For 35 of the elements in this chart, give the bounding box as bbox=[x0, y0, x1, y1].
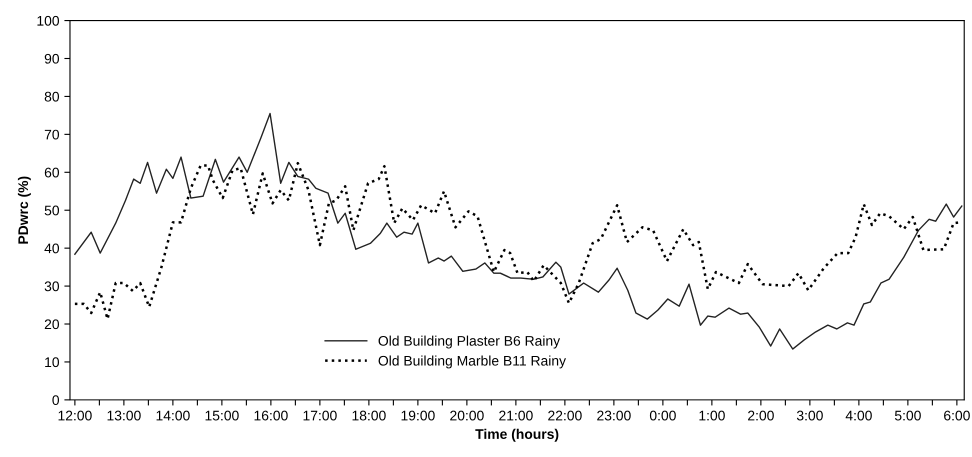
x-tick-label: 4:00 bbox=[846, 410, 872, 420]
y-tick-label: 10 bbox=[45, 357, 60, 368]
x-tick-label: 19:00 bbox=[402, 410, 435, 420]
x-tick-label: 13:00 bbox=[108, 410, 141, 420]
x-tick-label: 12:00 bbox=[58, 410, 92, 420]
legend-label: Old Building Plaster B6 Rainy bbox=[378, 336, 560, 349]
x-tick-label: 2:00 bbox=[748, 410, 774, 420]
line-series bbox=[74, 112, 962, 350]
x-tick-label: 18:00 bbox=[352, 410, 386, 420]
y-tick-label: 40 bbox=[44, 243, 60, 254]
y-tick-label: 50 bbox=[44, 206, 60, 216]
y-tick-label: 80 bbox=[44, 92, 60, 102]
x-tick-label: 6:00 bbox=[944, 410, 970, 420]
x-tick-label: 23:00 bbox=[597, 410, 631, 420]
y-tick-label: 70 bbox=[44, 130, 60, 140]
x-tick-label: 14:00 bbox=[156, 410, 190, 420]
y-tick-label: 90 bbox=[44, 54, 60, 64]
y-tick-label: 100 bbox=[37, 16, 60, 26]
x-tick-label: 20:00 bbox=[450, 410, 484, 420]
x-tick-label: 16:00 bbox=[254, 410, 288, 420]
y-tick-label: 60 bbox=[44, 168, 60, 178]
legend-label: Old Building Marble B11 Rainy bbox=[378, 355, 566, 368]
x-tick-label: 22:00 bbox=[548, 410, 582, 420]
x-tick-label: 5:00 bbox=[894, 410, 921, 420]
x-tick-label: 0:00 bbox=[650, 410, 676, 420]
x-axis-title: Time (hours) bbox=[475, 428, 558, 442]
y-tick-label: 30 bbox=[44, 281, 60, 292]
y-tick-label: 0 bbox=[52, 395, 60, 406]
x-tick-label: 21:00 bbox=[499, 410, 533, 420]
x-tick-label: 1:00 bbox=[699, 410, 725, 420]
x-tick-label: 3:00 bbox=[796, 410, 823, 420]
y-axis-title: PDwrc (%) bbox=[18, 176, 31, 244]
y-tick-label: 20 bbox=[44, 319, 60, 330]
x-tick-label: 17:00 bbox=[304, 410, 337, 420]
x-tick-label: 15:00 bbox=[206, 410, 239, 420]
